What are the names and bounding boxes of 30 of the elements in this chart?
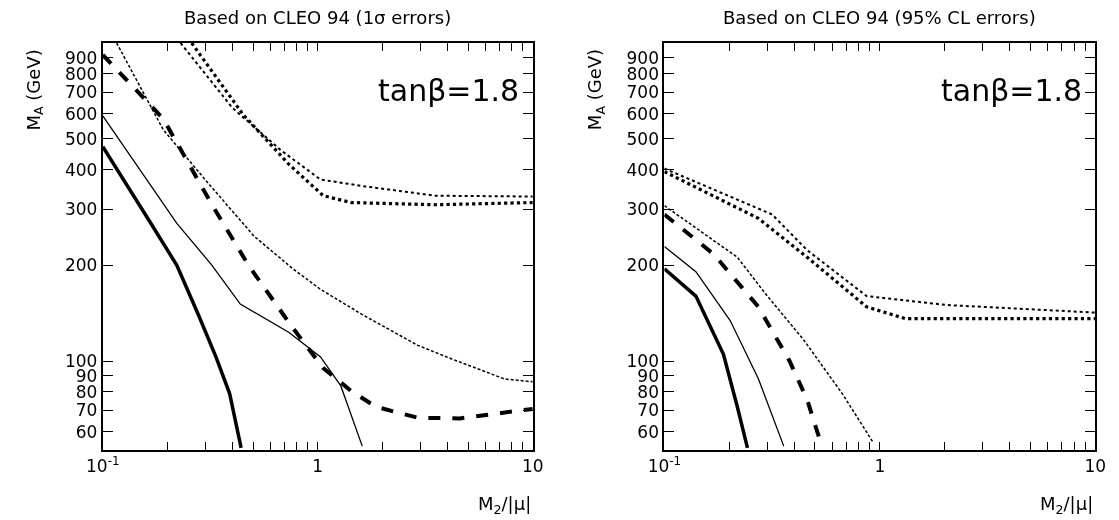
y-tick-label: 400 xyxy=(64,159,98,180)
x-tick-label: 10 xyxy=(521,456,544,477)
y-tick-label: 200 xyxy=(64,255,98,276)
y-tick-label: 200 xyxy=(626,255,659,276)
annotation: tanβ=1.8 xyxy=(941,73,1083,108)
x-tick-label: 10$^{-1}$ xyxy=(86,454,120,477)
y-tick-label: 600 xyxy=(64,103,98,124)
y-tick-label: 400 xyxy=(626,159,659,180)
x-tick-label: 10 xyxy=(1084,456,1107,477)
chart-title: Based on CLEO 94 (95% CL errors) xyxy=(723,7,1036,28)
y-tick-label: 80 xyxy=(75,381,98,402)
y-tick-label: 600 xyxy=(626,103,659,124)
y-tick-label: 500 xyxy=(64,128,98,149)
y-tick-label: 60 xyxy=(637,421,659,442)
x-axis-title: M$_{2}$/|μ| xyxy=(1040,493,1094,517)
y-tick-label: 300 xyxy=(626,199,659,220)
y-tick-label: 300 xyxy=(64,199,98,220)
x-axis-title: M$_{2}$/|μ| xyxy=(478,493,532,517)
x-tick-label: 1 xyxy=(312,456,324,477)
x-tick-label: 1 xyxy=(874,456,886,477)
y-tick-label: 700 xyxy=(626,82,659,103)
y-tick-label: 500 xyxy=(626,128,659,149)
annotation: tanβ=1.8 xyxy=(378,73,520,108)
y-tick-label: 70 xyxy=(637,400,659,421)
y-tick-label: 60 xyxy=(75,421,98,442)
y-tick-label: 700 xyxy=(64,82,98,103)
x-tick-label: 10$^{-1}$ xyxy=(647,454,682,477)
y-tick-label: 80 xyxy=(637,381,659,402)
chart-title: Based on CLEO 94 (1σ errors) xyxy=(184,7,452,28)
y-tick-label: 70 xyxy=(75,400,98,421)
